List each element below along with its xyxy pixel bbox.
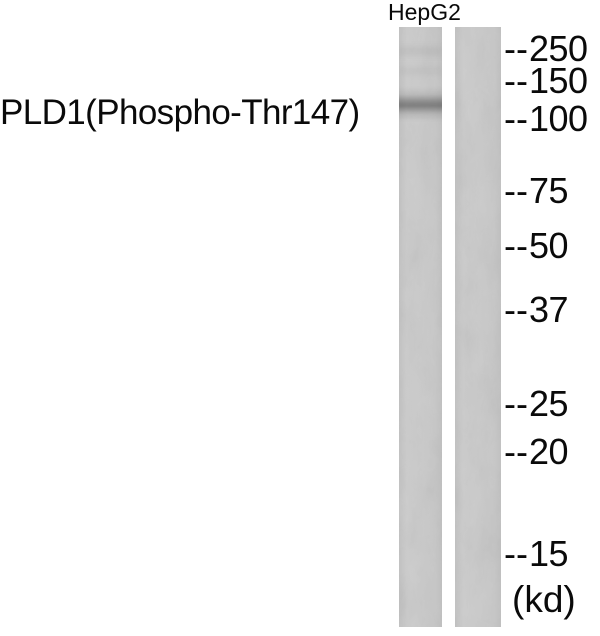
mw-value: 20 [528, 431, 569, 472]
mw-marker-20: --20 [504, 431, 569, 472]
tick-dashes: -- [504, 533, 528, 574]
faint-streak [399, 43, 442, 59]
lane-texture [399, 27, 442, 627]
mw-value: 100 [528, 98, 588, 139]
mw-marker-150: --150 [504, 63, 588, 99]
mw-value: 50 [528, 225, 569, 266]
blot-lane-hepg2 [399, 27, 442, 627]
tick-dashes: -- [504, 98, 528, 139]
mw-value: 75 [528, 170, 569, 211]
protein-band [399, 87, 442, 121]
mw-value: 150 [528, 60, 588, 101]
mw-value: 25 [528, 383, 569, 424]
tick-dashes: -- [504, 225, 528, 266]
mw-value: 15 [528, 533, 569, 574]
sample-label: HepG2 [388, 0, 461, 25]
mw-marker-75: --75 [504, 170, 569, 211]
tick-dashes: -- [504, 60, 528, 101]
mw-marker-25: --25 [504, 383, 569, 424]
mw-marker-100: --100 [504, 101, 588, 137]
faint-streak [399, 63, 442, 79]
tick-dashes: -- [504, 170, 528, 211]
antibody-label: PLD1(Phospho-Thr147) [0, 93, 360, 132]
mw-value: 37 [528, 289, 569, 330]
mw-marker-50: --50 [504, 225, 569, 266]
blot-lane-control [455, 27, 501, 627]
mw-marker-37: --37 [504, 289, 569, 330]
tick-dashes: -- [504, 383, 528, 424]
mw-marker-250: --250 [504, 31, 588, 67]
lane-texture [455, 27, 501, 627]
tick-dashes: -- [504, 431, 528, 472]
mw-marker-15: --15 [504, 533, 569, 574]
tick-dashes: -- [504, 289, 528, 330]
mw-value: 250 [528, 28, 588, 69]
tick-dashes: -- [504, 28, 528, 69]
unit-label: (kd) [512, 579, 576, 620]
